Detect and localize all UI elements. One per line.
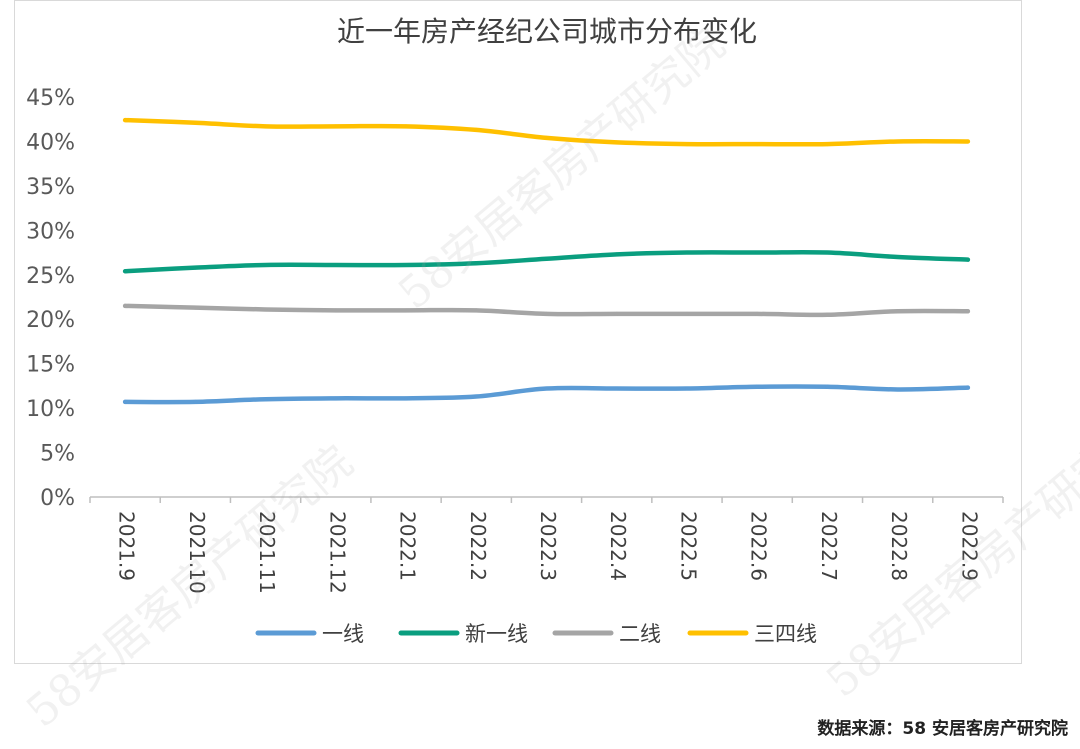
- chart-frame: [14, 0, 1022, 664]
- x-tick-label: 2021.11: [255, 511, 279, 594]
- y-tick-label: 5%: [40, 442, 75, 467]
- data-point: [123, 118, 128, 123]
- data-point: [614, 386, 619, 391]
- data-point: [123, 399, 128, 404]
- y-tick-label: 40%: [26, 130, 75, 155]
- source-note: 数据来源：58 安居客房产研究院: [817, 719, 1068, 739]
- legend-label: 三四线: [754, 622, 817, 646]
- data-point: [333, 308, 338, 313]
- y-tick-label: 30%: [26, 219, 75, 244]
- data-point: [965, 309, 970, 314]
- data-point: [333, 124, 338, 129]
- data-point: [755, 142, 760, 147]
- data-point: [825, 142, 830, 147]
- data-point: [825, 312, 830, 317]
- x-tick-label: 2022.5: [676, 511, 700, 581]
- data-point: [755, 250, 760, 255]
- x-tick-label: 2021.10: [185, 511, 209, 594]
- x-axis: 2021.9 2021.10 2021.11 2021.12 2022.1 2022.2 2…: [89, 496, 1004, 594]
- y-tick-label: 35%: [26, 175, 75, 200]
- data-point: [895, 255, 900, 259]
- chart-title: 近一年房产经纪公司城市分布变化: [337, 15, 757, 48]
- data-point: [825, 384, 830, 389]
- x-tick-label: 2022.3: [536, 511, 560, 581]
- data-point: [965, 139, 970, 144]
- data-point: [614, 252, 619, 257]
- series-lines: [122, 117, 971, 405]
- data-point: [825, 250, 830, 255]
- data-point: [263, 263, 268, 267]
- x-tick-label: 2022.7: [817, 511, 841, 581]
- x-tick-label: 2021.9: [115, 511, 139, 581]
- data-point: [755, 311, 760, 316]
- x-tick-label: 2022.4: [606, 511, 630, 581]
- data-point: [895, 387, 900, 392]
- data-point: [333, 396, 338, 401]
- data-point: [684, 311, 689, 316]
- data-point: [895, 309, 900, 314]
- x-tick-label: 2022.6: [747, 511, 771, 581]
- y-tick-label: 15%: [26, 353, 75, 378]
- y-tick-label: 25%: [26, 264, 75, 289]
- x-tick-label: 2022.9: [957, 511, 981, 581]
- data-point: [193, 120, 198, 125]
- y-tick-label: 10%: [26, 397, 75, 422]
- legend-label: 一线: [322, 622, 364, 646]
- data-point: [544, 135, 549, 140]
- data-point: [333, 263, 338, 267]
- x-tick-label: 2022.2: [466, 511, 490, 581]
- y-tick-label: 20%: [26, 308, 75, 333]
- data-point: [193, 265, 198, 270]
- series-line-3: [122, 117, 971, 147]
- data-point: [263, 124, 268, 129]
- data-point: [474, 127, 479, 132]
- data-point: [965, 257, 970, 262]
- data-point: [404, 263, 409, 267]
- data-point: [404, 124, 409, 129]
- x-tick-label: 2022.8: [887, 511, 911, 581]
- data-point: [193, 305, 198, 310]
- data-point: [474, 308, 479, 313]
- data-point: [544, 256, 549, 261]
- data-point: [965, 385, 970, 390]
- data-point: [404, 396, 409, 401]
- data-point: [123, 303, 128, 308]
- x-tick-label: 2021.12: [325, 511, 349, 594]
- data-point: [474, 261, 479, 266]
- data-point: [895, 139, 900, 144]
- data-point: [614, 311, 619, 316]
- legend-label: 新一线: [465, 622, 528, 646]
- data-point: [684, 250, 689, 255]
- data-point: [263, 307, 268, 312]
- series-line-1: [122, 249, 971, 274]
- data-point: [684, 142, 689, 147]
- data-point: [404, 308, 409, 313]
- y-tick-label: 0%: [40, 486, 75, 511]
- data-point: [544, 386, 549, 391]
- y-tick-label: 45%: [26, 86, 75, 111]
- chart-legend: 一线 新一线 二线 三四线: [255, 622, 817, 646]
- x-tick-label: 2022.1: [396, 511, 420, 581]
- data-point: [755, 384, 760, 389]
- data-point: [614, 140, 619, 145]
- legend-label: 二线: [619, 622, 661, 646]
- data-point: [263, 397, 268, 402]
- data-point: [684, 386, 689, 391]
- data-point: [544, 311, 549, 316]
- data-point: [474, 394, 479, 399]
- data-point: [123, 269, 128, 274]
- y-axis-labels: 0% 5% 10% 15% 20% 25% 30% 35% 40% 45%: [26, 86, 75, 511]
- data-point: [193, 399, 198, 404]
